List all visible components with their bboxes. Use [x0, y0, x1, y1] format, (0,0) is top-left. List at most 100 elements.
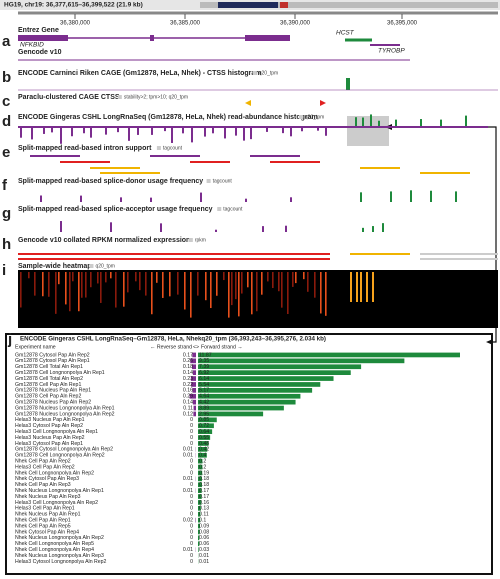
value-forward: 0.85: [199, 417, 209, 423]
value-reverse: 0: [190, 506, 193, 512]
track-label: Entrez Gene: [18, 27, 59, 34]
track-unit: stability>2; tpm>10; q20_tpm: [124, 94, 188, 100]
histogram-bar: [171, 128, 173, 143]
heatmap-cell: [145, 272, 147, 296]
panel-letter: c: [2, 93, 10, 110]
value-forward: 0.03: [199, 547, 209, 553]
heatmap-cell: [314, 272, 316, 298]
heatmap-cell: [281, 272, 283, 308]
bar-forward: [198, 429, 213, 434]
bar-forward: [198, 517, 201, 523]
bar-reverse: [193, 405, 196, 411]
panel-letter: h: [2, 236, 11, 253]
heatmap-cell: [162, 272, 164, 298]
histogram-bar: [90, 128, 92, 138]
histogram-bar: [282, 128, 284, 134]
experiment-name: Nhek Nucleus Pap Aln Rep3: [15, 494, 81, 500]
ideogram-highlight: [280, 2, 288, 8]
value-reverse: 0: [190, 417, 193, 423]
histogram-bar: [290, 128, 292, 137]
value-reverse: 0.01: [183, 547, 193, 553]
histogram-bar: [191, 128, 193, 143]
ruler-label: 36,390,000: [280, 21, 311, 27]
panel-letter: j: [7, 331, 12, 348]
heatmap-cell: [235, 272, 237, 300]
heatmap-cell: [366, 272, 368, 302]
histogram-bar: [285, 225, 287, 232]
value-reverse: 0.18: [183, 364, 193, 370]
value-forward: 0.17: [199, 494, 209, 500]
cluster-marker: [245, 100, 251, 106]
value-reverse: 0: [190, 482, 193, 488]
track-label: Paraclu-clustered CAGE CTSS: [18, 94, 120, 101]
ruler-label: 36,395,000: [387, 21, 418, 27]
unit-swatch: [117, 95, 122, 99]
header-title: HG19, chr19: 36,377,615–36,399,522 (21.9…: [4, 2, 143, 9]
value-reverse: 0.14: [183, 370, 193, 376]
histogram-bar: [455, 191, 457, 202]
bar-forward: [198, 376, 334, 381]
heatmap-cell: [272, 272, 274, 289]
heatmap-cell: [105, 272, 107, 283]
value-forward: 0.1: [199, 518, 206, 524]
value-forward: 4.42: [199, 400, 209, 406]
histogram-bar: [301, 128, 303, 132]
bar-forward: [198, 547, 199, 552]
value-forward: 6.92: [199, 370, 209, 376]
histogram-bar: [150, 197, 152, 202]
value-forward: 5.54: [199, 382, 209, 388]
histogram-bar: [43, 128, 45, 134]
experiment-name: Nhek Cell Longnonpolya Aln Rep4: [15, 547, 94, 553]
experiment-name: Nhek Cell Longnonpolya Aln Rep5: [15, 541, 94, 547]
bar-forward: [198, 382, 321, 387]
value-forward: 7.39: [199, 364, 209, 370]
gene-label: NFKBID: [20, 42, 44, 49]
bar-forward: [198, 500, 202, 505]
heatmap-cell: [287, 272, 289, 315]
histogram-bar: [266, 128, 268, 132]
selection-box: [347, 116, 389, 146]
histogram-bar: [420, 119, 422, 126]
experiment-name: Gm12878 Cytosol Pap Aln Rep1: [15, 358, 90, 364]
bar-forward: [198, 358, 405, 364]
heatmap-cell: [360, 272, 362, 302]
histogram-bar: [465, 115, 467, 126]
value-forward: 4.64: [199, 394, 209, 400]
bar-forward: [198, 482, 202, 488]
bar-forward: [198, 476, 202, 482]
value-reverse: 0.29: [183, 394, 193, 400]
histogram-bar: [182, 128, 184, 134]
heatmap-cell: [247, 272, 249, 288]
experiment-name: Nhek Cytosol Pap Aln Rep3: [15, 476, 79, 482]
heatmap-cell: [139, 272, 141, 291]
arrowhead: [486, 339, 493, 345]
heatmap-cell: [151, 272, 153, 315]
value-reverse: 0.12: [183, 411, 193, 417]
heatmap-cell: [69, 272, 71, 312]
experiment-name: Nhek Cell Pap Aln Rep1: [15, 518, 71, 524]
panel-letter: a: [2, 33, 11, 50]
bar-forward: [198, 458, 203, 464]
value-reverse: 0.01: [183, 476, 193, 482]
heatmap-cell: [135, 272, 137, 282]
value-reverse: 0.01: [183, 488, 193, 494]
value-forward: 5.17: [199, 388, 209, 394]
experiment-name: Gm12878 Cell Pap Aln Rep2: [15, 394, 81, 400]
bar-forward: [198, 388, 313, 393]
heatmap-cell: [127, 272, 129, 293]
heatmap-cell: [223, 272, 225, 281]
value-reverse: 0: [190, 535, 193, 541]
experiment-name: Gm12878 Cell Longnonpolya Aln Rep2: [15, 453, 105, 459]
value-forward: 0.18: [199, 476, 209, 482]
histogram-bar: [20, 128, 22, 138]
heatmap-cell: [325, 272, 327, 316]
histogram-bar: [370, 114, 372, 126]
heatmap-cell: [34, 272, 36, 296]
histogram-bar: [382, 223, 384, 232]
value-reverse: 0.22: [183, 382, 193, 388]
cluster-marker: [320, 100, 326, 106]
value-forward: 0.16: [199, 500, 209, 506]
value-forward: 0.01: [199, 553, 209, 559]
unit-swatch: [89, 264, 94, 268]
bar-forward: [198, 523, 200, 529]
